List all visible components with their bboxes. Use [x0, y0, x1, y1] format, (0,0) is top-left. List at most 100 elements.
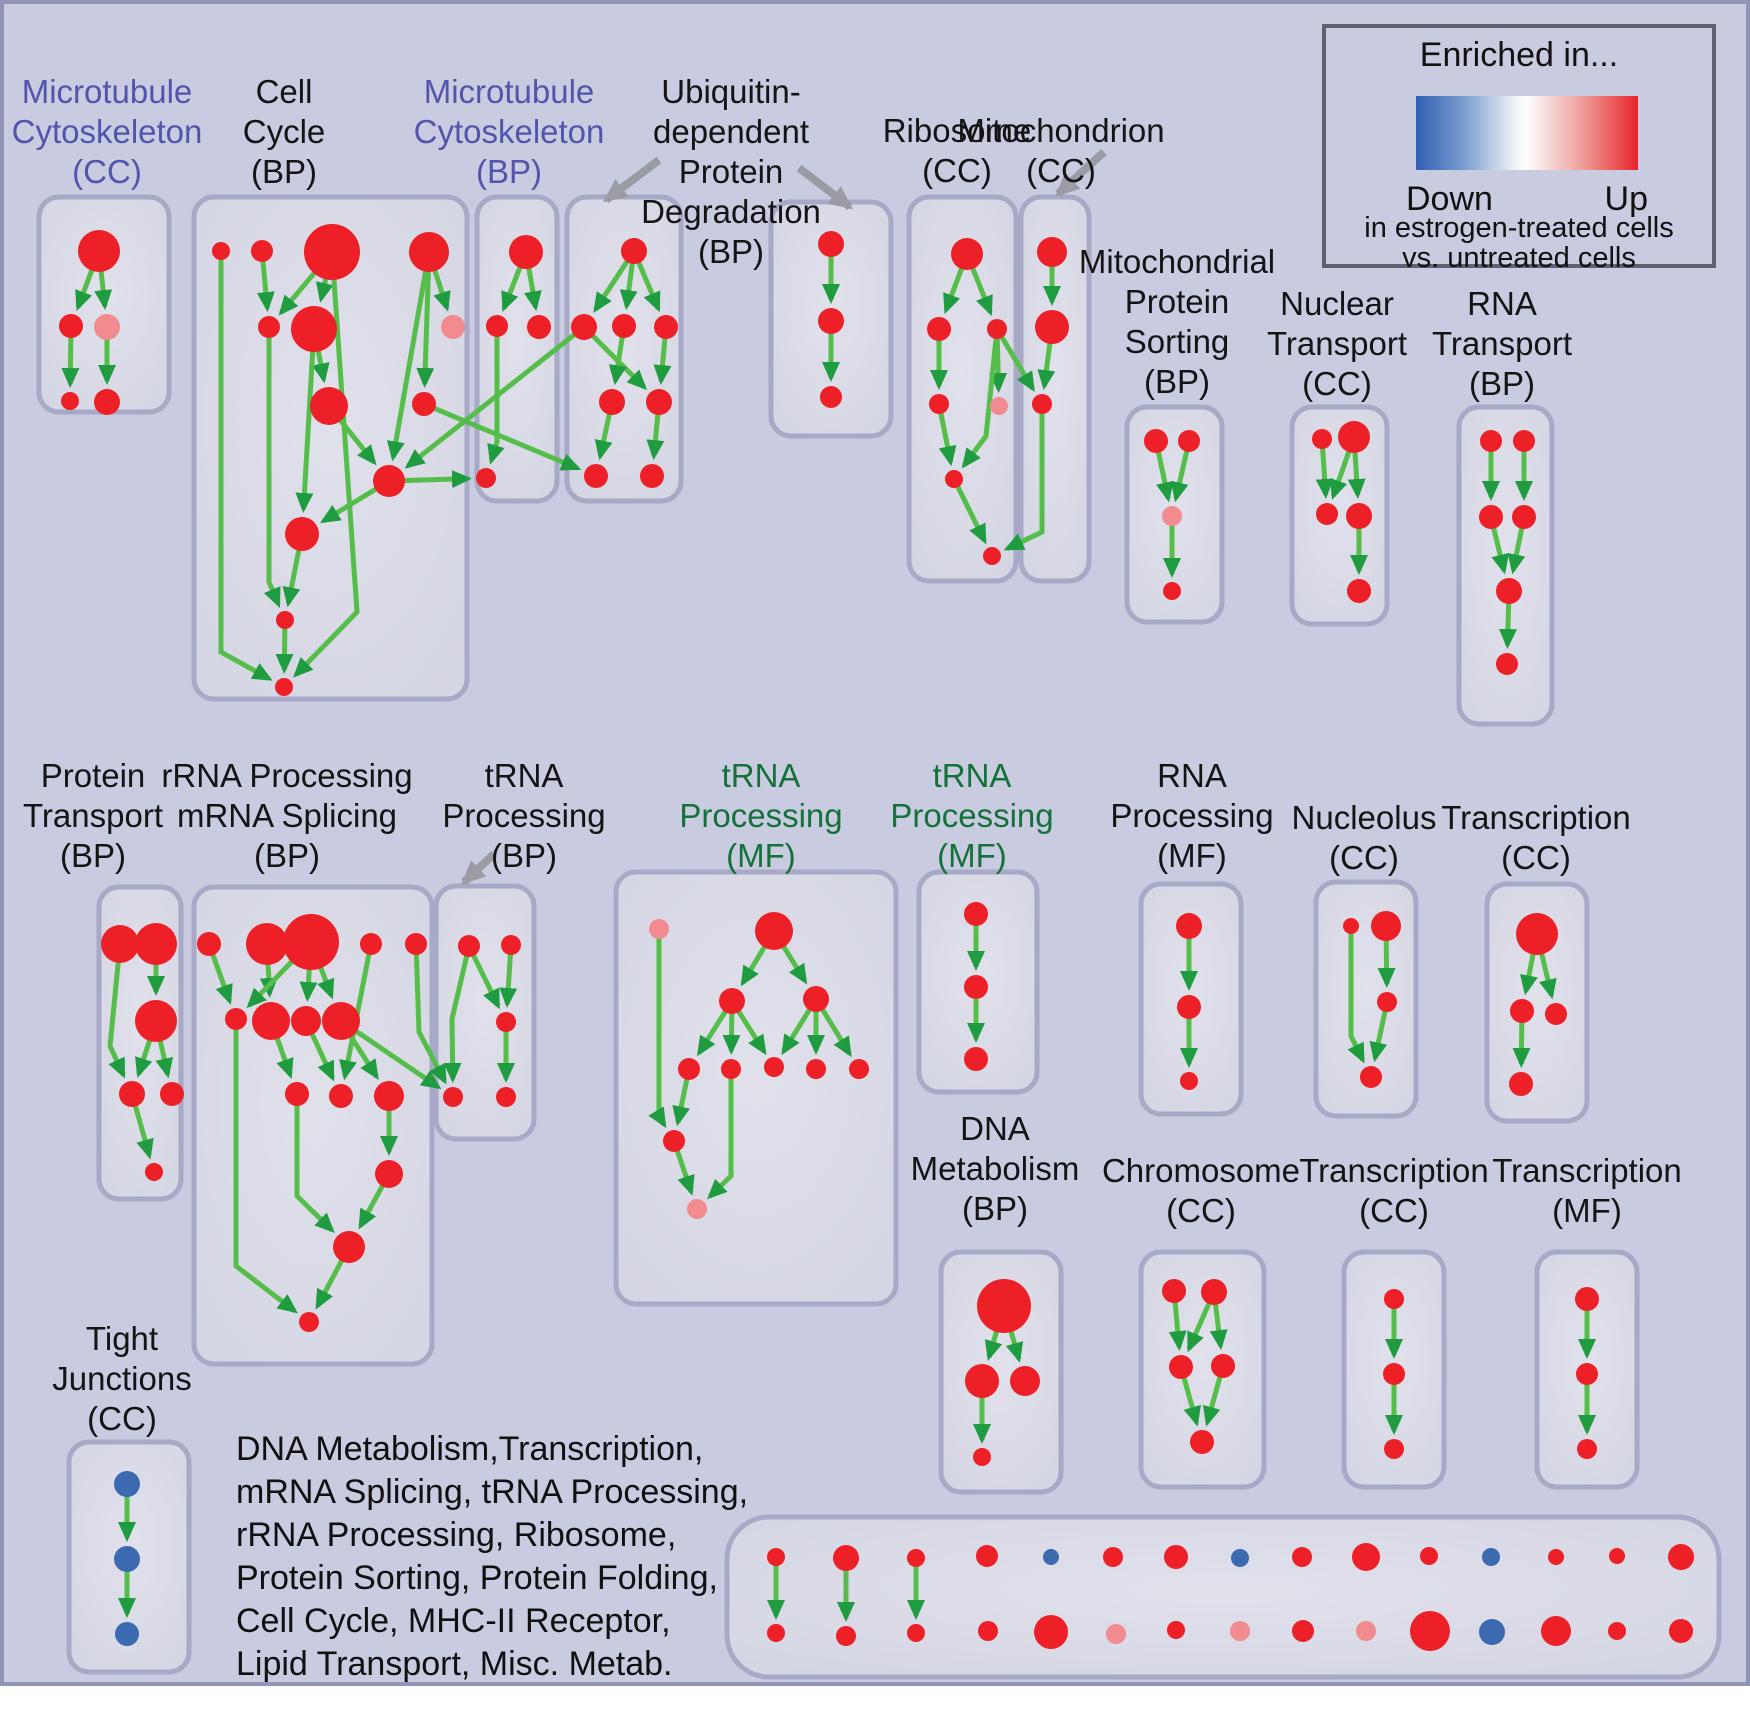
ribosome-gene-node [929, 394, 949, 414]
chromosome-box [1138, 1249, 1267, 1490]
mito-sorting-gene-node [1144, 429, 1168, 453]
edge-arrow [256, 256, 275, 313]
edge-arrow [1202, 1371, 1224, 1427]
edge-arrow [707, 1074, 734, 1200]
nuclear-transport-label: Nuclear Transport (CC) [1267, 285, 1407, 402]
rrna-gene-node [285, 1082, 309, 1106]
trna-mf-1-gene-node [719, 988, 745, 1014]
trna-mf-1-gene-node [663, 1130, 685, 1152]
mixed-terms-gene-node [1043, 1549, 1059, 1565]
trna-mf-1-gene-node [721, 1059, 741, 1079]
trna-mf-2-gene-node [964, 1047, 988, 1071]
rrna-gene-node [299, 1312, 319, 1332]
mt-cc-label: Microtubule Cytoskeleton (CC) [11, 73, 203, 190]
mixed-terms-gene-node [1352, 1543, 1380, 1571]
protein-transport-gene-node [160, 1082, 184, 1106]
chromosome-label: Chromosome (CC) [1101, 1152, 1301, 1229]
mixed-terms-gene-node [1103, 1547, 1123, 1567]
mt-bp-gene-node [509, 235, 543, 269]
rrna-gene-node [246, 923, 288, 965]
ubq2-gene-node [818, 308, 844, 334]
mixed-terms-gene-node [1231, 1549, 1249, 1567]
nuclear-transport-gene-node [1346, 503, 1372, 529]
protein-transport-label: Protein Transport (BP) [23, 757, 163, 874]
rrna-label: rRNA Processing mRNA Splicing (BP) [161, 757, 413, 874]
edge-arrow [208, 948, 233, 1005]
cell-cycle-gene-node [275, 678, 293, 696]
protein-transport-gene-node [135, 923, 177, 965]
mito-sorting-gene-node [1178, 430, 1200, 452]
rna-transport-gene-node [1513, 430, 1535, 452]
transcription-cc-a-gene-node [1509, 1072, 1533, 1096]
edge-arrow [61, 331, 80, 388]
cell-cycle-gene-node [373, 465, 405, 497]
misc-text-line: Lipid Transport, Misc. Metab. [236, 1645, 673, 1683]
mt-bp-label: Microtubule Cytoskeleton (BP) [413, 73, 605, 190]
dna-metabolism-gene-node [977, 1279, 1031, 1333]
edge-arrow [404, 329, 581, 469]
rrna-gene-node [374, 1081, 404, 1111]
mt-bp-gene-node [486, 315, 508, 337]
tight-junctions-gene-node [114, 1471, 140, 1497]
rna-transport-box [1456, 404, 1555, 727]
mixed-terms-gene-node [976, 1545, 998, 1567]
transcription-cc-a-label: Transcription (CC) [1441, 799, 1631, 876]
mt-bp-gene-node [476, 468, 496, 488]
edge-arrow [263, 332, 281, 608]
rna-processing-mf-gene-node [1176, 913, 1202, 939]
mt-cc-gene-node [94, 314, 120, 340]
mixed-terms-gene-node [978, 1621, 998, 1641]
trna-bp-gene-node [443, 1087, 463, 1107]
mt-cc-gene-node [61, 392, 79, 410]
edge-arrow [1347, 930, 1365, 1064]
cell-cycle-gene-node [409, 232, 449, 272]
rrna-gene-node [360, 933, 382, 955]
ubq2-gene-node [818, 231, 844, 257]
dna-metabolism-label: DNA Metabolism (BP) [910, 1110, 1080, 1227]
legend-axis-labels: Down Up [1406, 180, 1648, 219]
protein-transport-gene-node [119, 1081, 145, 1107]
mito-sorting-gene-node [1162, 506, 1182, 526]
rna-transport-gene-node [1479, 505, 1503, 529]
trna-mf-1-gene-node [687, 1199, 707, 1219]
edge-arrow [347, 1024, 442, 1090]
edge-arrow [733, 1005, 767, 1056]
nuclear-transport-gene-node [1347, 579, 1371, 603]
trna-bp-gene-node [496, 1012, 516, 1032]
edge-arrow [1347, 444, 1366, 499]
mito-label: Mitochondrion (CC) [957, 112, 1165, 189]
edge-arrow [961, 333, 999, 469]
cell-cycle-gene-node [251, 240, 273, 262]
edge-arrow [608, 331, 627, 386]
chromosome-gene-node [1162, 1279, 1186, 1303]
edge-arrow [967, 260, 993, 317]
nucleolus-gene-node [1343, 918, 1359, 934]
dna-metabolism-gene-node [965, 1364, 999, 1398]
mixed-terms-gene-node [1106, 1624, 1126, 1644]
ubq-gene-node [646, 389, 672, 415]
trna-mf-1-gene-node [806, 1059, 826, 1079]
rrna-gene-node [322, 1002, 360, 1040]
trna-mf-2-gene-node [964, 975, 988, 999]
ubq-gene-node [599, 389, 625, 415]
rrna-gene-node [291, 1006, 321, 1036]
edge-arrow [413, 949, 447, 1085]
misc-text-line: DNA Metabolism,Transcription, [236, 1430, 704, 1468]
cell-cycle-gene-node [276, 611, 294, 629]
mixed-terms-gene-node [1292, 1547, 1312, 1567]
mixed-terms-gene-node [1420, 1547, 1438, 1565]
nucleolus-gene-node [1360, 1066, 1382, 1088]
rna-transport-gene-node [1496, 578, 1522, 604]
protein-transport-gene-node [101, 925, 139, 963]
mixed-terms-gene-node [1479, 1619, 1505, 1645]
protein-transport-gene-node [145, 1163, 163, 1181]
edge-arrow [233, 1024, 298, 1314]
mt-cc-gene-node [78, 230, 120, 272]
mixed-terms-gene-node [767, 1624, 785, 1642]
trna-mf-1-label: tRNA Processing (MF) [679, 757, 843, 874]
protein-transport-gene-node [135, 1000, 177, 1042]
edge-arrow [1330, 443, 1354, 500]
mixed-terms-gene-node [1541, 1616, 1571, 1646]
cell-cycle-label: Cell Cycle (BP) [242, 73, 326, 190]
edge-arrow [1209, 1298, 1228, 1351]
